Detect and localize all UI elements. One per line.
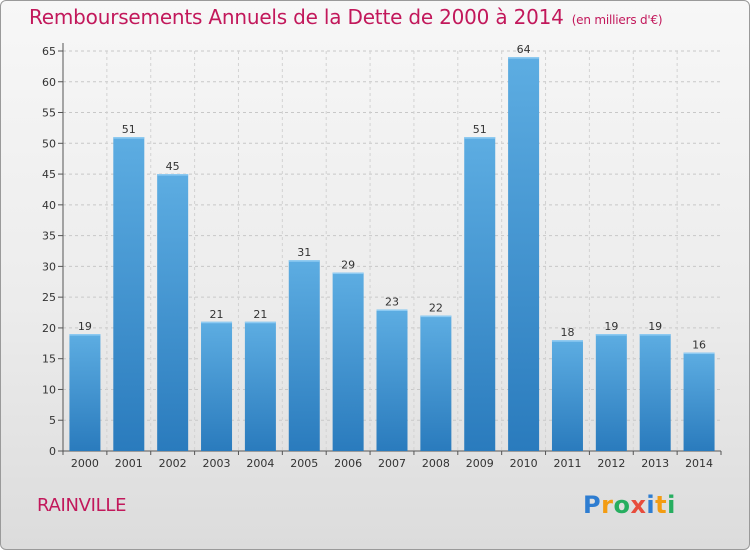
y-tick-label: 25 — [42, 291, 56, 304]
bar — [639, 334, 671, 451]
bar — [157, 174, 189, 452]
bar-value-label: 51 — [122, 123, 136, 136]
bar — [551, 340, 583, 451]
y-tick-label: 65 — [42, 45, 56, 58]
y-tick-label: 30 — [42, 260, 56, 273]
x-tick-label: 2002 — [159, 457, 187, 470]
bars — [69, 57, 715, 452]
bar-value-label: 19 — [648, 320, 662, 333]
bar-highlight — [201, 321, 233, 324]
x-tick-label: 2009 — [466, 457, 494, 470]
bar-value-label: 23 — [385, 295, 399, 308]
bar-highlight — [157, 174, 189, 176]
bar-value-label: 21 — [253, 308, 267, 321]
labels: 0 5 10 15 20 25 30 35 40 45 50 55 60 65 19 2000 51 2001 45… — [42, 43, 713, 470]
bar-highlight — [508, 57, 540, 59]
x-tick-label: 2000 — [71, 457, 99, 470]
bar-highlight — [683, 352, 715, 355]
y-tick-label: 60 — [42, 76, 56, 89]
bar — [332, 272, 364, 451]
bar-value-label: 19 — [604, 320, 618, 333]
x-tick-label: 2013 — [641, 457, 669, 470]
commune-name: RAINVILLE — [37, 495, 127, 516]
y-tick-label: 35 — [42, 230, 56, 243]
bar — [69, 334, 101, 451]
bar-highlight — [376, 309, 408, 311]
y-tick-label: 40 — [42, 199, 56, 212]
bar-highlight — [332, 272, 364, 275]
bar-highlight — [639, 334, 671, 336]
y-tick-label: 5 — [49, 414, 56, 427]
bar — [420, 315, 452, 451]
bar — [595, 334, 627, 451]
x-tick-label: 2010 — [510, 457, 538, 470]
bar — [244, 321, 276, 451]
bar-value-label: 21 — [210, 308, 224, 321]
bar — [508, 57, 540, 452]
x-tick-label: 2011 — [553, 457, 581, 470]
bar — [376, 309, 408, 451]
bar-highlight — [244, 321, 276, 324]
y-tick-label: 45 — [42, 168, 56, 181]
bar-highlight — [288, 260, 320, 262]
bar — [683, 352, 715, 451]
chart-title: Remboursements Annuels de la Dette de 20… — [29, 5, 663, 29]
bar-value-label: 19 — [78, 320, 92, 333]
bar-highlight — [551, 340, 583, 342]
bar — [201, 321, 233, 451]
bar-value-label: 64 — [517, 43, 531, 56]
bar — [288, 260, 320, 451]
y-tick-label: 20 — [42, 322, 56, 335]
x-tick-label: 2014 — [685, 457, 713, 470]
bar — [464, 137, 496, 451]
bar-value-label: 22 — [429, 302, 443, 315]
y-tick-label: 15 — [42, 353, 56, 366]
x-tick-label: 2004 — [246, 457, 274, 470]
logo-letter: x — [630, 491, 647, 519]
bar-value-label: 29 — [341, 259, 355, 272]
x-tick-label: 2008 — [422, 457, 450, 470]
y-tick-label: 0 — [49, 445, 56, 458]
proxiti-logo: Proxiti — [583, 491, 676, 519]
x-tick-label: 2003 — [203, 457, 231, 470]
y-tick-label: 55 — [42, 107, 56, 120]
chart-subtitle: (en milliers d'€) — [571, 13, 663, 27]
bar-highlight — [420, 315, 452, 318]
bar-value-label: 16 — [692, 339, 706, 352]
x-tick-label: 2001 — [115, 457, 143, 470]
logo-letter: i — [667, 491, 676, 519]
bar-value-label: 45 — [166, 160, 180, 173]
bar-value-label: 31 — [297, 246, 311, 259]
bar-value-label: 51 — [473, 123, 487, 136]
x-tick-label: 2006 — [334, 457, 362, 470]
bar-highlight — [69, 334, 101, 336]
logo-letter: P — [583, 491, 602, 519]
chart-title-text: Remboursements Annuels de la Dette de 20… — [29, 5, 564, 29]
x-tick-label: 2012 — [597, 457, 625, 470]
y-tick-label: 50 — [42, 137, 56, 150]
logo-letter: t — [655, 491, 668, 519]
y-tick-label: 10 — [42, 383, 56, 396]
x-tick-label: 2007 — [378, 457, 406, 470]
bar — [113, 137, 145, 451]
bar-highlight — [113, 137, 145, 139]
logo-letter: r — [601, 491, 614, 519]
x-tick-label: 2005 — [290, 457, 318, 470]
bar-highlight — [464, 137, 496, 139]
bar-value-label: 18 — [560, 326, 574, 339]
logo-letter: i — [646, 491, 656, 519]
bar-highlight — [595, 334, 627, 336]
logo-letter: o — [613, 491, 631, 519]
